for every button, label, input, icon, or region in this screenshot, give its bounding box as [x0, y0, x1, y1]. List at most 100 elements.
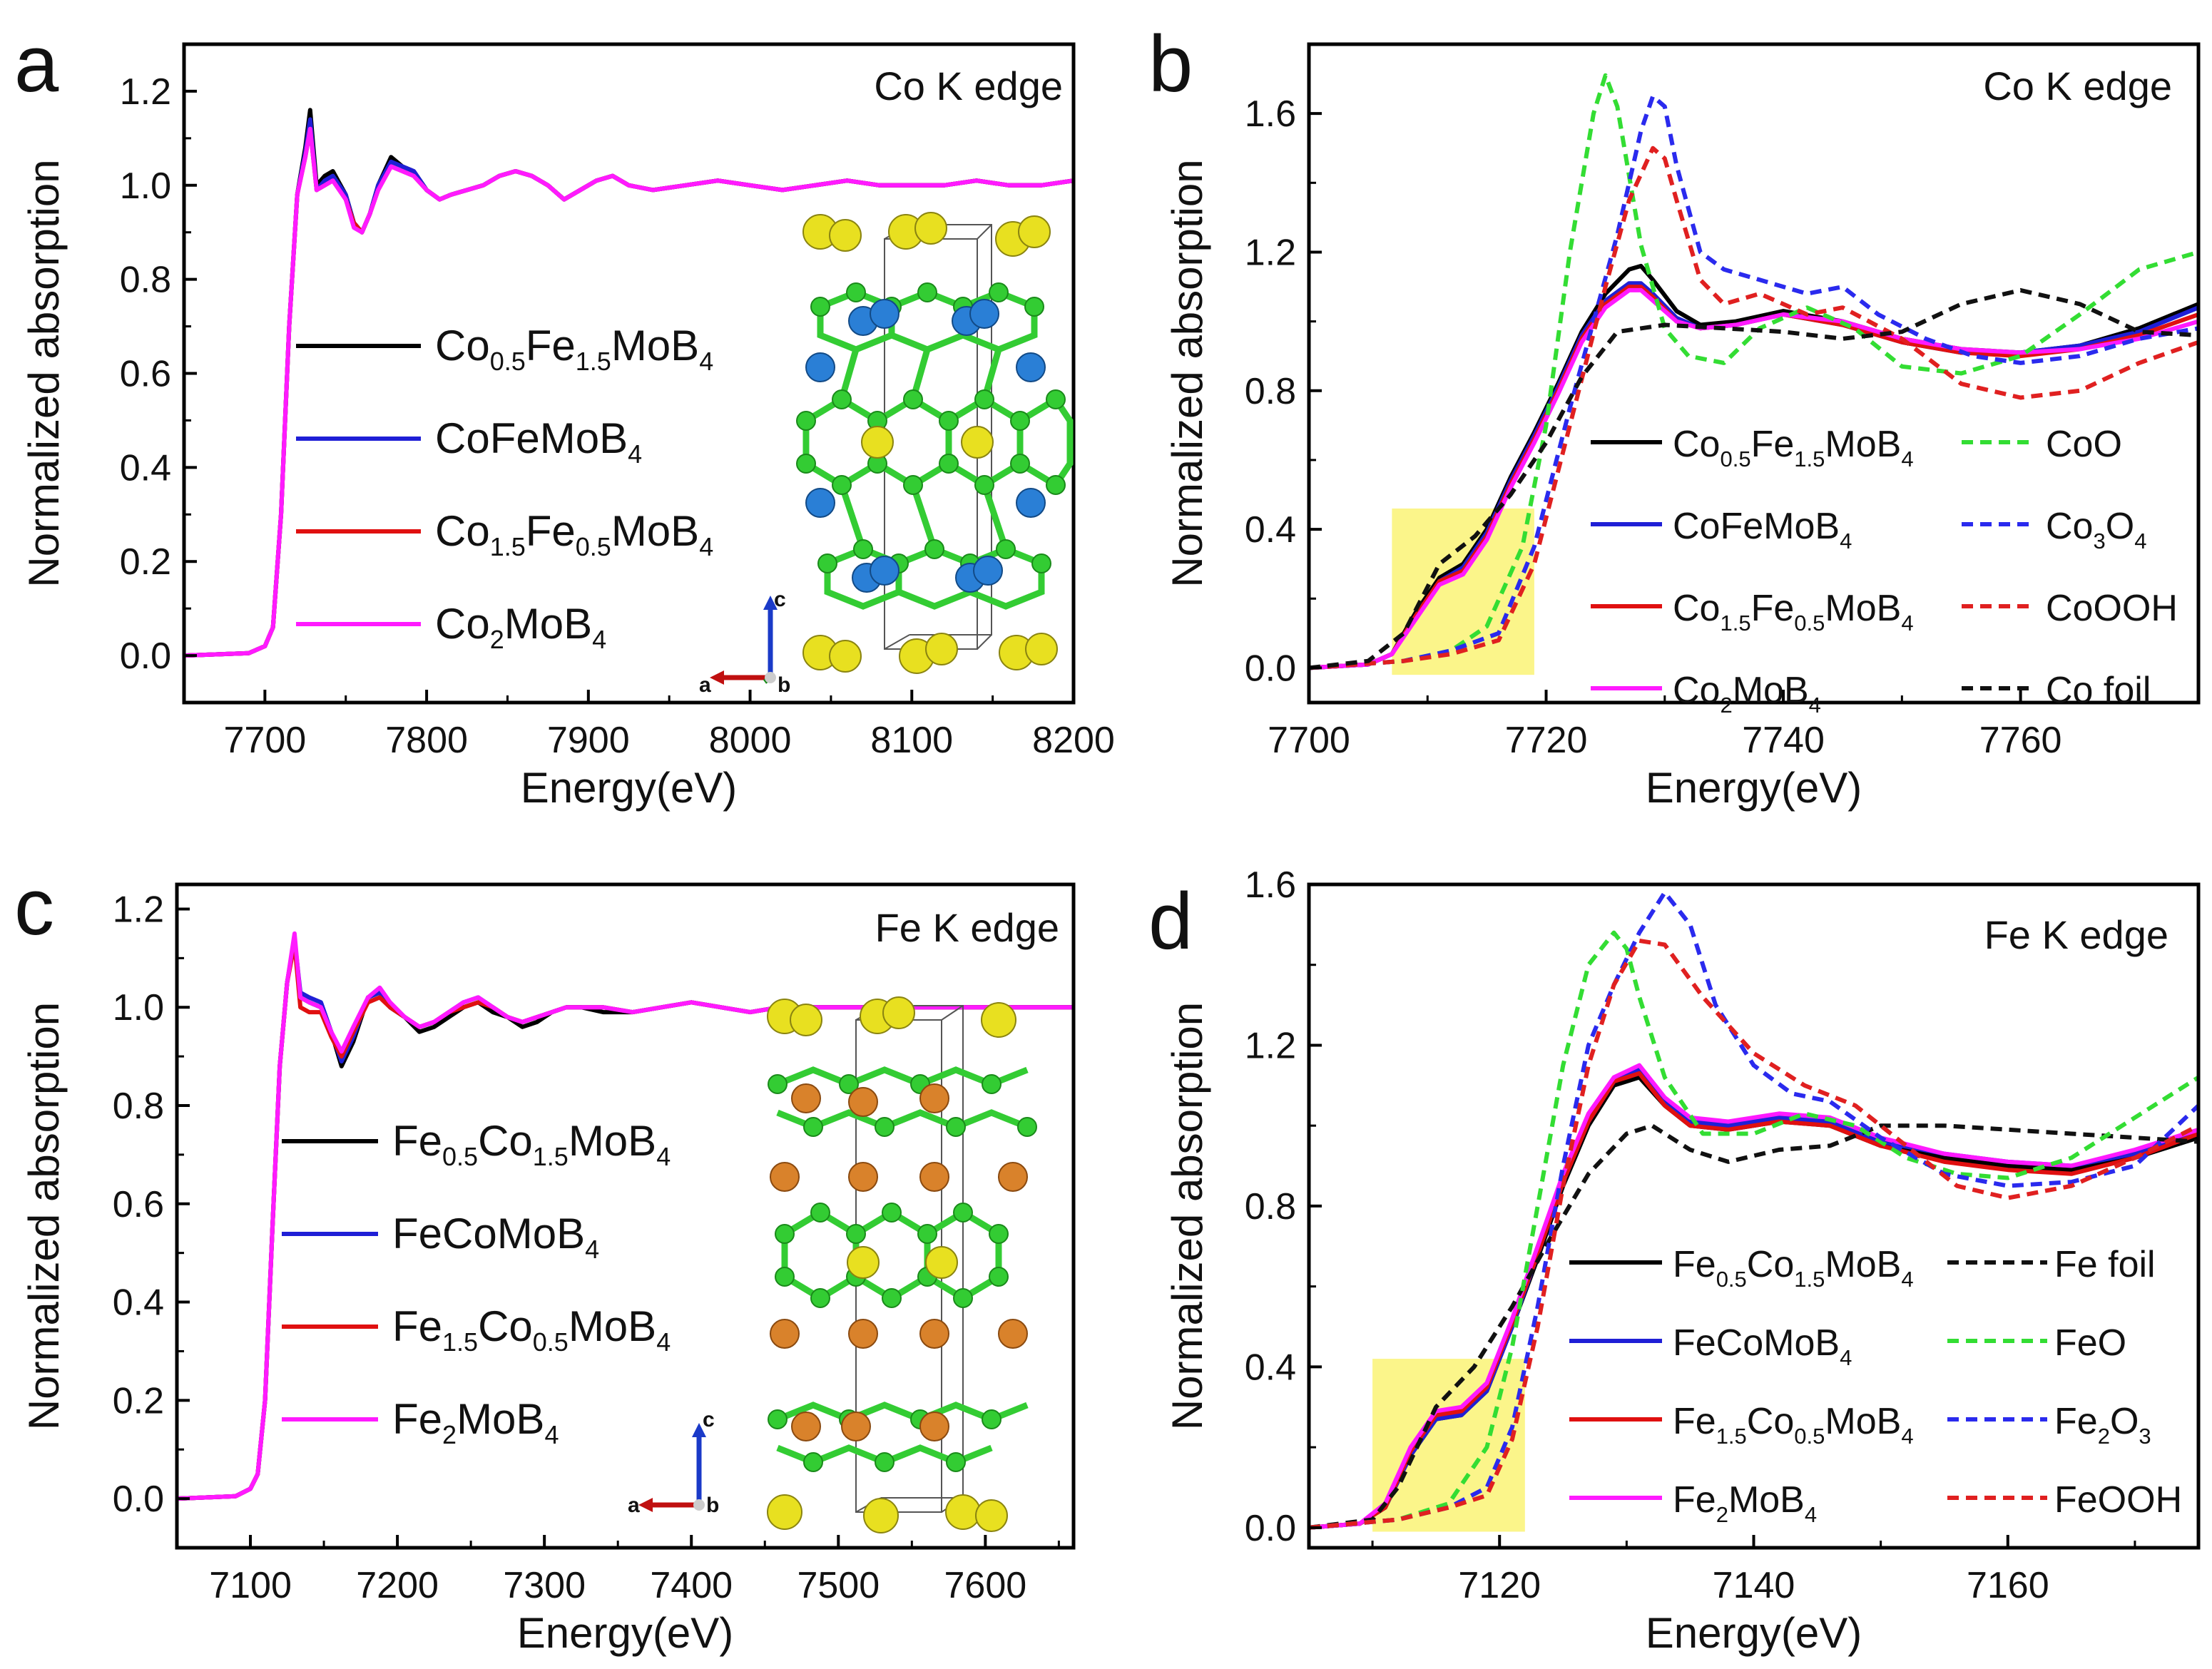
y-tick-label: 1.2 [113, 889, 164, 930]
panel-b: b 7700 7720 7740 7760 0.0 0.4 0.8 1.2 1.6 Energy(… [1148, 19, 2201, 812]
molybdenum-atoms [802, 212, 1058, 674]
x-tick-label: 7500 [797, 1565, 880, 1606]
legend-label: FeO [2054, 1322, 2126, 1364]
y-axis-label: Normalized absorption [1163, 159, 1211, 587]
y-tick-label: 0.0 [1245, 648, 1296, 689]
iron-atoms [770, 1083, 1028, 1441]
y-tick-label: 0.8 [113, 1086, 164, 1127]
y-tick-label: 0.0 [113, 1479, 164, 1520]
inset-axis-label-c: c [703, 1408, 715, 1431]
x-axis-label: Energy(eV) [521, 764, 737, 812]
y-axis-label: Normalized absorption [1163, 1002, 1211, 1430]
x-axis-label: Energy(eV) [1646, 1609, 1862, 1657]
y-tick-label: 1.0 [113, 987, 164, 1029]
x-tick-label: 7760 [1979, 720, 2062, 761]
x-tick-label: 8100 [870, 720, 953, 761]
legend-label: Fe2O3 [2054, 1401, 2151, 1449]
y-axis-label: Normalized absorption [20, 159, 68, 587]
legend-label: Fe0.5Co1.5MoB4 [1673, 1244, 1914, 1292]
pre-edge-highlight [1372, 1359, 1525, 1532]
panel-d: d 7120 7140 7160 0.0 0.4 0.8 1.2 1.6 Energy(eV) N… [1148, 864, 2201, 1657]
legend-label: FeCoMoB4 [1673, 1322, 1852, 1370]
legend-label: Co0.5Fe1.5MoB4 [1673, 424, 1914, 471]
y-tick-label: 0.2 [120, 541, 171, 583]
plot-frame [175, 882, 1076, 1550]
legend: Fe0.5Co1.5MoB4 FeCoMoB4 Fe1.5Co0.5MoB4 Fe2M… [282, 1117, 671, 1449]
crystal-structure-inset-co: a b c [699, 212, 1074, 697]
panel-letter-b: b [1148, 19, 1193, 108]
series-group [1309, 73, 2198, 670]
x-tick-label: 8200 [1032, 720, 1115, 761]
y-axis-label: Normalized absorption [20, 1002, 68, 1430]
edge-title: Fe K edge [875, 905, 1059, 950]
legend-label: CoO [2046, 424, 2122, 465]
series-line-co1-5fe0-5mob4 [1309, 285, 2198, 670]
x-axis-label: Energy(eV) [517, 1609, 733, 1657]
x-tick-label: 7100 [209, 1565, 292, 1606]
legend-label: Fe2MoB4 [392, 1395, 559, 1449]
x-tick-label: 8000 [709, 720, 792, 761]
legend-label: Co2MoB4 [1673, 670, 1821, 718]
legend-label: Co1.5Fe0.5MoB4 [1673, 588, 1914, 636]
x-tick-label: 7600 [944, 1565, 1027, 1606]
y-tick-label: 0.4 [120, 447, 171, 489]
legend-label: Fe1.5Co0.5MoB4 [392, 1302, 671, 1357]
y-tick-label: 0.4 [1245, 1347, 1296, 1388]
molybdenum-atoms [767, 996, 1016, 1533]
series-line-fe2mob4 [177, 931, 1074, 1501]
edge-title: Co K edge [874, 63, 1063, 108]
y-tick-label: 1.6 [1245, 864, 1296, 906]
panel-a: a 7700 7800 7900 8000 8100 8200 0.0 0.2 0.4 0.6 0.… [14, 19, 1115, 812]
series-line-co3o4 [1309, 93, 2198, 670]
inset-axis-label-a: a [628, 1494, 640, 1517]
legend-label: Fe2MoB4 [1673, 1479, 1817, 1527]
legend-label: Co1.5Fe0.5MoB4 [435, 507, 713, 561]
legend: Fe0.5Co1.5MoB4 FeCoMoB4 Fe1.5Co0.5MoB4 Fe2M… [1569, 1244, 2182, 1527]
x-tick-label: 7200 [356, 1565, 439, 1606]
x-tick-label: 7120 [1458, 1565, 1541, 1606]
plot-frame [1307, 42, 2201, 705]
legend: Co0.5Fe1.5MoB4 CoFeMoB4 Co1.5Fe0.5MoB4 Co2M… [1591, 424, 2178, 718]
y-tick-label: 0.6 [120, 354, 171, 395]
x-axis-label: Energy(eV) [1646, 764, 1862, 812]
x-tick-label: 7740 [1742, 720, 1825, 761]
x-tick-label: 7700 [224, 720, 307, 761]
y-tick-label: 0.4 [113, 1282, 164, 1324]
series-group [177, 931, 1074, 1501]
legend-label: CoFeMoB4 [435, 414, 642, 469]
series-line-fe2mob4 [1309, 1063, 2198, 1530]
panel-c: c 7100 7200 7300 7400 7500 7600 0.0 0.2 0.4 0.6 0.… [14, 862, 1076, 1657]
panel-letter-c: c [14, 862, 54, 951]
legend-label: Co2MoB4 [435, 600, 606, 654]
panel-letter-a: a [14, 19, 59, 108]
y-tick-label: 1.2 [1245, 232, 1296, 273]
legend-label: Fe1.5Co0.5MoB4 [1673, 1401, 1914, 1449]
y-tick-label: 0.8 [120, 260, 171, 301]
y-tick-label: 0.4 [1245, 509, 1296, 551]
y-tick-label: 1.6 [1245, 93, 1296, 135]
series-line-co2mob4 [184, 126, 1074, 658]
inset-axis-label-b: b [706, 1494, 719, 1517]
series-group [1309, 890, 2198, 1530]
series-line-co-foil [1309, 287, 2198, 670]
x-tick-label: 7400 [650, 1565, 733, 1606]
legend-label: Fe0.5Co1.5MoB4 [392, 1117, 671, 1171]
x-tick-label: 7140 [1713, 1565, 1795, 1606]
inset-axis-label-a: a [699, 673, 711, 697]
y-tick-label: 0.0 [120, 636, 171, 677]
legend-label: Co foil [2046, 670, 2151, 711]
series-group [184, 108, 1074, 658]
x-tick-label: 7300 [503, 1565, 586, 1606]
x-tick-label: 7900 [547, 720, 630, 761]
x-tick-label: 7720 [1505, 720, 1588, 761]
y-tick-label: 0.0 [1245, 1508, 1296, 1549]
legend-label: FeCoMoB4 [392, 1210, 599, 1264]
series-line-fe-foil [1309, 1123, 2198, 1530]
y-tick-label: 0.8 [1245, 371, 1296, 412]
legend: Co0.5Fe1.5MoB4 CoFeMoB4 Co1.5Fe0.5MoB4 Co2M… [296, 322, 713, 654]
series-line-coo [1309, 73, 2198, 670]
legend-label: Co3O4 [2046, 506, 2146, 553]
legend-label: CoOOH [2046, 588, 2178, 629]
edge-title: Fe K edge [1984, 912, 2168, 957]
